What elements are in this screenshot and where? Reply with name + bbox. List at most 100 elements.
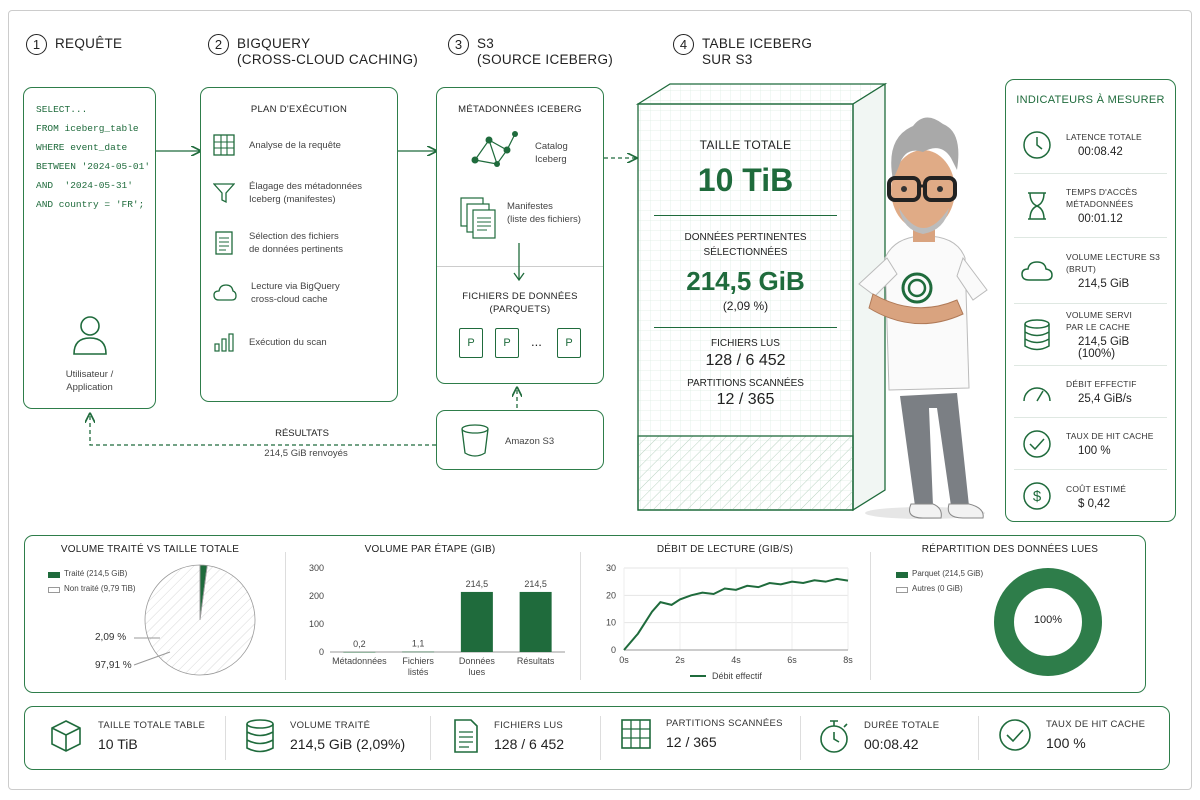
y-tick-label: 0	[319, 647, 324, 657]
parquet-file-icon: P	[495, 328, 519, 358]
indicator-row: Taux de hit cache 100 %	[1014, 418, 1167, 470]
section-header-3: 3 S3 (source Iceberg)	[448, 34, 613, 68]
check-circle-icon	[1023, 429, 1051, 458]
x-tick-label: Résultats	[517, 656, 555, 666]
legend-swatch-others	[896, 587, 908, 593]
iceberg-table-block	[635, 82, 888, 512]
bar-value-label: 1,1	[412, 639, 425, 649]
indicator-row: Latence totale 00:08.42	[1014, 116, 1167, 174]
y-tick-label: 20	[606, 590, 616, 600]
character-illustration	[858, 117, 988, 519]
legend-label: Traité (214,5 GiB)	[64, 569, 128, 578]
partitions-label: Partitions scannées	[687, 378, 804, 389]
indicator-label: Volume lecture S3 (brut)	[1066, 252, 1161, 274]
table-grid-icon	[213, 134, 235, 156]
plan-step-1: Analyse de la requête	[213, 134, 341, 156]
selected-data-pct: (2,09 %)	[722, 299, 769, 313]
outer-frame	[8, 10, 1192, 790]
gauge-icon	[1023, 386, 1051, 401]
indicator-label: Temps d'accès métadonnées	[1066, 187, 1138, 209]
step-number: 1	[26, 34, 47, 55]
x-tick-label: Données	[459, 656, 496, 666]
x-tick-label: listés	[408, 667, 429, 677]
pie-label-untreated: 97,91 %	[95, 660, 132, 671]
step-number: 2	[208, 34, 229, 55]
sql-query: SELECT... FROM iceberg_table WHERE event…	[36, 104, 151, 210]
indicator-label: Coût estimé	[1066, 483, 1127, 494]
section-title: Table Iceberg sur S3	[702, 36, 813, 67]
indicator-value: 214,5 GiB	[1078, 278, 1130, 290]
divider	[654, 327, 837, 328]
parquet-file-icon: P	[557, 328, 581, 358]
indicator-label: Volume servi par le cache	[1066, 310, 1133, 332]
summary-divider	[978, 716, 979, 760]
manifests-label: Manifestes (liste des fichiers)	[507, 201, 581, 225]
indicator-value: $ 0,42	[1078, 497, 1110, 510]
pie-slice-1	[144, 564, 256, 676]
chart-title: Volume par étape (GiB)	[364, 544, 496, 555]
summary-divider	[430, 716, 431, 760]
indicators-title: Indicateurs à mesurer	[1016, 94, 1165, 106]
summary-item: Fichiers lus 128 / 6 452	[452, 718, 564, 754]
summary-item: Partitions scannées 12 / 365	[620, 718, 783, 750]
section-header-4: 4 Table Iceberg sur S3	[673, 34, 812, 68]
amazon-s3-card: Amazon S3	[436, 410, 604, 470]
bar-value-label: 214,5	[524, 579, 547, 589]
bar-value-label: 0,2	[353, 639, 366, 649]
bucket-icon	[461, 424, 489, 457]
parquet-file-icon: P	[459, 328, 483, 358]
x-tick-label: 0s	[619, 655, 629, 665]
indicator-value: 214,5 GiB (100%)	[1078, 336, 1130, 360]
cube-icon	[51, 720, 81, 752]
y-tick-label: 300	[309, 563, 324, 573]
results-title: Résultats	[260, 428, 344, 439]
y-tick-label: 100	[309, 619, 324, 629]
bar	[343, 651, 376, 653]
pie-leader-lines	[133, 637, 171, 666]
indicator-value: 00:08.42	[1078, 146, 1123, 158]
legend-label: Autres (0 GiB)	[912, 584, 963, 593]
legend-swatch-untreated	[48, 587, 60, 593]
legend-label: Parquet (214,5 GiB)	[912, 569, 984, 578]
files-read-value: 128 / 6 452	[705, 352, 786, 369]
summary-item: Taille totale table 10 TiB	[48, 718, 205, 754]
svg-text:$: $	[1033, 488, 1042, 505]
x-tick-label: 6s	[787, 655, 797, 665]
legend-label: Débit effectif	[712, 671, 762, 681]
plan-step-4: Lecture via BigQuery cross-cloud cache	[213, 280, 340, 306]
s3-label: Amazon S3	[505, 436, 555, 447]
selected-data-value: 214,5 GiB	[686, 266, 805, 296]
cloud-icon	[1021, 260, 1053, 281]
chart-title: Répartition des données lues	[921, 544, 1099, 555]
x-tick-label: Métadonnées	[332, 656, 387, 666]
cloud-icon	[213, 284, 237, 301]
clock-icon	[1023, 130, 1051, 159]
data-files-title: Fichiers de données (Parquets)	[462, 291, 578, 315]
summary-bar	[24, 706, 1170, 770]
step-number: 4	[673, 34, 694, 55]
summary-divider	[225, 716, 226, 760]
catalog-label: Catalog Iceberg	[535, 141, 568, 165]
pie-chart-volume	[144, 564, 256, 676]
bar	[460, 591, 493, 652]
summary-item: Volume traité 214,5 GiB (2,09%)	[244, 718, 405, 754]
summary-item: Taux de hit cache 100 %	[998, 718, 1145, 752]
bar-chart-icon	[214, 333, 234, 352]
chart-title: Débit de lecture (GiB/s)	[656, 544, 794, 555]
files-read-label: Fichiers lus	[711, 338, 780, 349]
indicator-value: 25,4 GiB/s	[1078, 393, 1132, 405]
y-tick-label: 10	[606, 618, 616, 628]
indicator-value: 00:01.12	[1078, 213, 1123, 225]
flow-arrows	[0, 0, 1200, 446]
section-header-2: 2 BigQuery (cross-cloud caching)	[208, 34, 418, 68]
indicator-value: 100 %	[1078, 445, 1111, 457]
grid-icon	[621, 719, 651, 749]
y-tick-label: 30	[606, 563, 616, 573]
indicator-row: Volume lecture S3 (brut) 214,5 GiB	[1014, 238, 1167, 304]
database-icon	[1024, 318, 1050, 350]
step-number: 3	[448, 34, 469, 55]
donut-chart-distribution	[994, 568, 1102, 676]
x-tick-label: lues	[469, 667, 486, 677]
summary-divider	[800, 716, 801, 760]
document-icon	[215, 231, 233, 255]
